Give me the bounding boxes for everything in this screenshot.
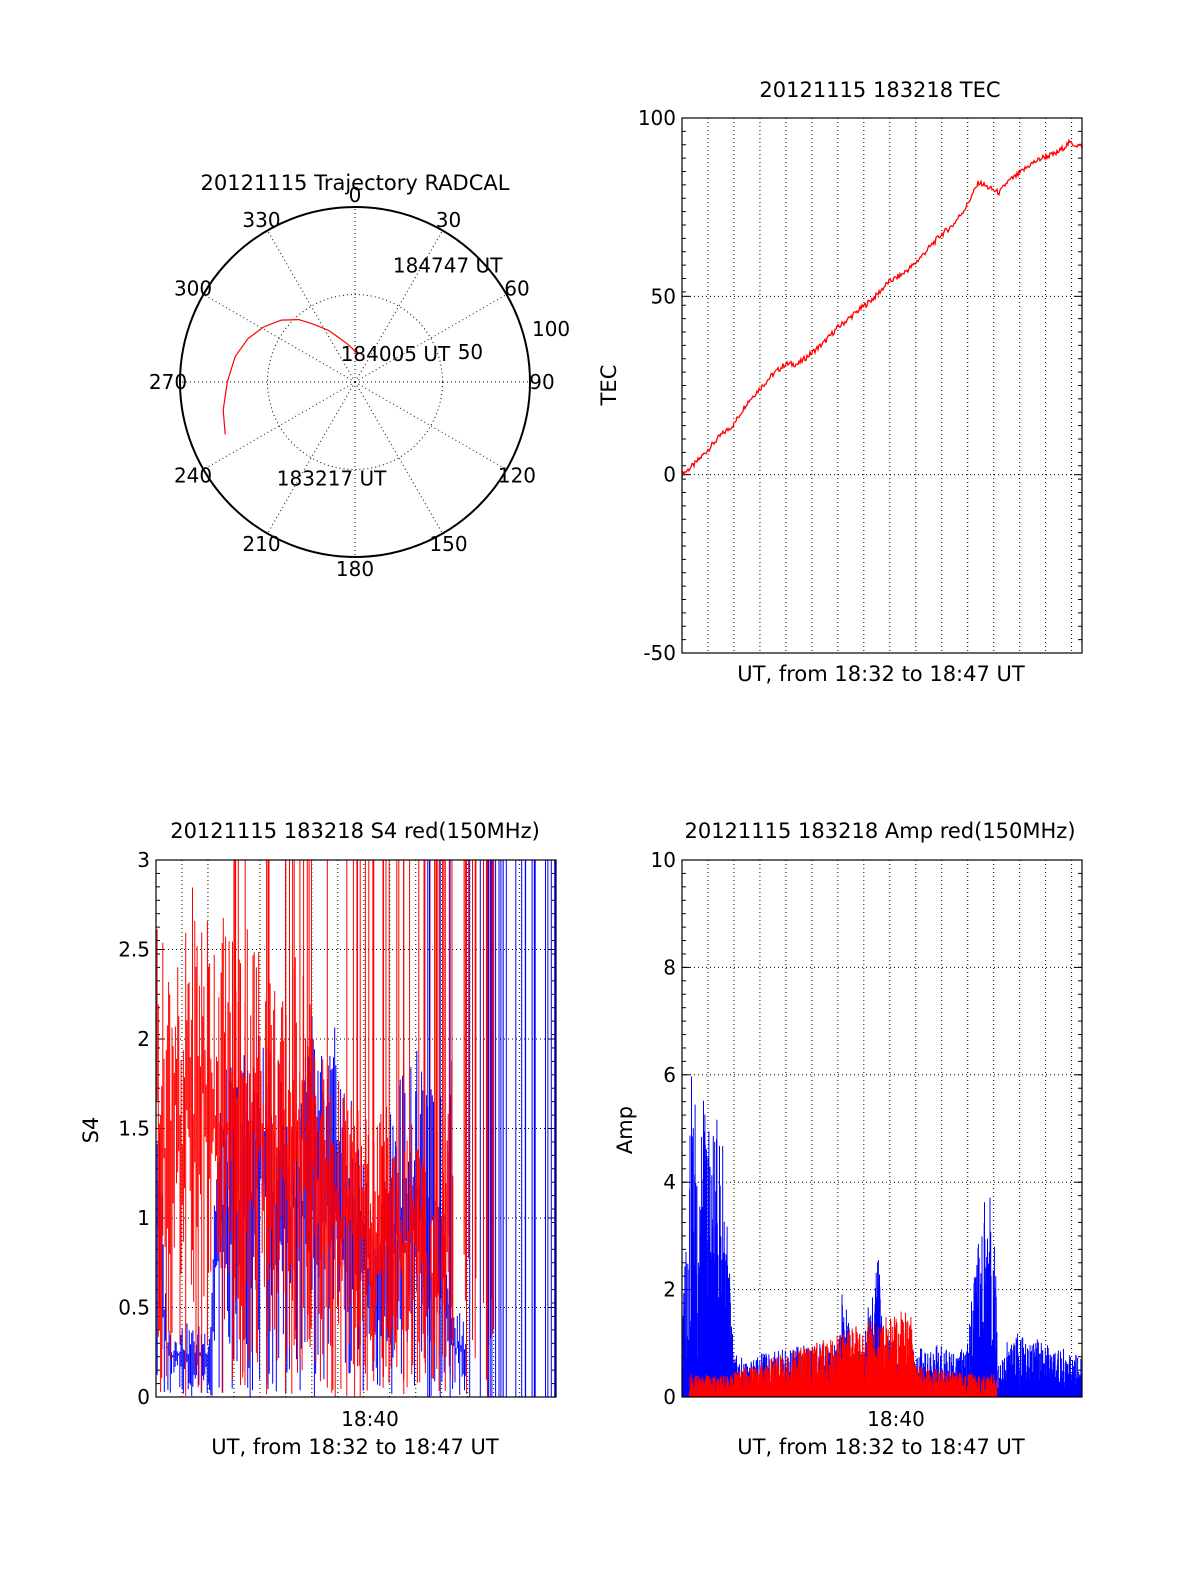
- trajectory-line: [222, 318, 359, 435]
- polar-angle-label: 90: [529, 370, 554, 394]
- tec-panel: 20121115 183218 TEC -50 0 50 100 UT, from 1…: [597, 78, 1083, 686]
- tec-y-tick-label: -50: [643, 641, 676, 665]
- s4-y-tick-labels: 0 0.5 1 1.5 2 2.5 3: [118, 848, 150, 1409]
- tec-y-axis-label: TEC: [597, 365, 621, 407]
- polar-title: 20121115 Trajectory RADCAL: [201, 171, 510, 195]
- amp-x-tick-label: 18:40: [867, 1407, 925, 1431]
- amp-y-tick-label: 6: [663, 1063, 676, 1087]
- trajectory-time-label: 184747 UT: [393, 253, 503, 277]
- amp-y-tick-label: 4: [663, 1170, 676, 1194]
- amp-y-tick-labels: 0 2 4 6 8 10: [651, 848, 676, 1409]
- polar-angle-label: 300: [174, 277, 212, 301]
- polar-grid: [179, 206, 531, 558]
- tec-plot-frame: [681, 117, 1083, 654]
- s4-y-tick-label: 0.5: [118, 1296, 150, 1320]
- trajectory-time-labels: 184747 UT 184005 UT 183217 UT: [277, 253, 503, 490]
- amp-y-tick-label: 10: [651, 848, 676, 872]
- polar-angle-label: 150: [429, 532, 467, 556]
- amp-series: [681, 1076, 1083, 1397]
- amp-panel: 20121115 183218 Amp red(150MHz) 0246810 …: [613, 819, 1083, 1459]
- trajectory-time-label: 183217 UT: [277, 467, 387, 491]
- s4-y-tick-label: 2: [137, 1027, 150, 1051]
- polar-grid-circle-50: [267, 294, 443, 470]
- polar-spoke-120: [354, 381, 507, 470]
- polar-spoke-60: [354, 294, 507, 383]
- s4-title: 20121115 183218 S4 red(150MHz): [170, 819, 540, 843]
- s4-y-tick-label: 3: [137, 848, 150, 872]
- trajectory-series: [222, 318, 359, 435]
- polar-outer-circle: [179, 206, 531, 558]
- polar-angle-label: 30: [436, 208, 461, 232]
- tec-grid: [682, 117, 1082, 654]
- tec-x-axis-label: UT, from 18:32 to 18:47 UT: [737, 662, 1025, 686]
- tec-series: [681, 138, 1083, 478]
- polar-radius-label: 50: [458, 340, 483, 364]
- s4-x-axis-label: UT, from 18:32 to 18:47 UT: [211, 1435, 499, 1459]
- s4-x-tick-label: 18:40: [341, 1407, 399, 1431]
- amp-series-1: [689, 1311, 998, 1397]
- polar-angle-label: 60: [504, 277, 529, 301]
- polar-spoke-150: [354, 381, 443, 534]
- amp-plot-frame: [681, 859, 1083, 1398]
- polar-trajectory-panel: 20121115 Trajectory RADCAL 0 30 60 90 120 150…: [149, 171, 570, 581]
- polar-angle-label: 330: [242, 208, 280, 232]
- s4-plot-frame: [155, 859, 557, 1398]
- amp-y-tick-label: 2: [663, 1278, 676, 1302]
- s4-y-tick-label: 2.5: [118, 938, 150, 962]
- polar-spoke-210: [267, 381, 356, 534]
- tec-y-tick-labels: -50 0 50 100: [638, 106, 676, 665]
- tec-y-tick-label: 0: [663, 463, 676, 487]
- s4-panel: 20121115 183218 S4 red(150MHz) 0 0.5 1 1.5 2…: [79, 819, 557, 1459]
- polar-angle-label: 240: [174, 464, 212, 488]
- tec-y-tick-label: 100: [638, 106, 676, 130]
- tec-y-tick-label: 50: [651, 284, 676, 308]
- s4-y-tick-label: 0: [137, 1385, 150, 1409]
- s4-blue-streaks: [427, 860, 557, 1397]
- trajectory-time-label: 184005 UT: [341, 342, 451, 366]
- amp-grid: [682, 859, 1082, 1398]
- amp-title: 20121115 183218 Amp red(150MHz): [684, 819, 1075, 843]
- polar-angle-labels: 0 30 60 90 120 150 180 210 240 270 300 330: [149, 183, 555, 581]
- s4-y-tick-label: 1.5: [118, 1117, 150, 1141]
- amp-y-axis-label: Amp: [613, 1106, 637, 1154]
- s4-y-tick-label: 1: [137, 1206, 150, 1230]
- s4-y-axis-label: S4: [79, 1117, 103, 1144]
- polar-radius-label: 100: [532, 317, 570, 341]
- amp-x-axis-label: UT, from 18:32 to 18:47 UT: [737, 1435, 1025, 1459]
- amp-y-tick-label: 8: [663, 955, 676, 979]
- tec-series-0: [681, 138, 1083, 478]
- polar-angle-label: 120: [498, 464, 536, 488]
- tec-title: 20121115 183218 TEC: [759, 78, 1000, 102]
- s4-series: [155, 860, 557, 1397]
- polar-angle-label: 210: [242, 532, 280, 556]
- polar-angle-label: 0: [349, 183, 362, 207]
- polar-angle-label: 270: [149, 370, 187, 394]
- polar-radius-labels: 50 100: [458, 317, 570, 364]
- amp-y-tick-label: 0: [663, 1385, 676, 1409]
- polar-angle-label: 180: [336, 557, 374, 581]
